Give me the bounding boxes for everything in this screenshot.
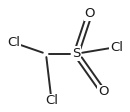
Text: Cl: Cl	[45, 94, 58, 107]
Text: S: S	[72, 47, 80, 60]
Text: O: O	[84, 7, 95, 20]
Text: Cl: Cl	[110, 41, 123, 54]
Text: Cl: Cl	[7, 36, 20, 49]
Text: O: O	[98, 85, 108, 98]
